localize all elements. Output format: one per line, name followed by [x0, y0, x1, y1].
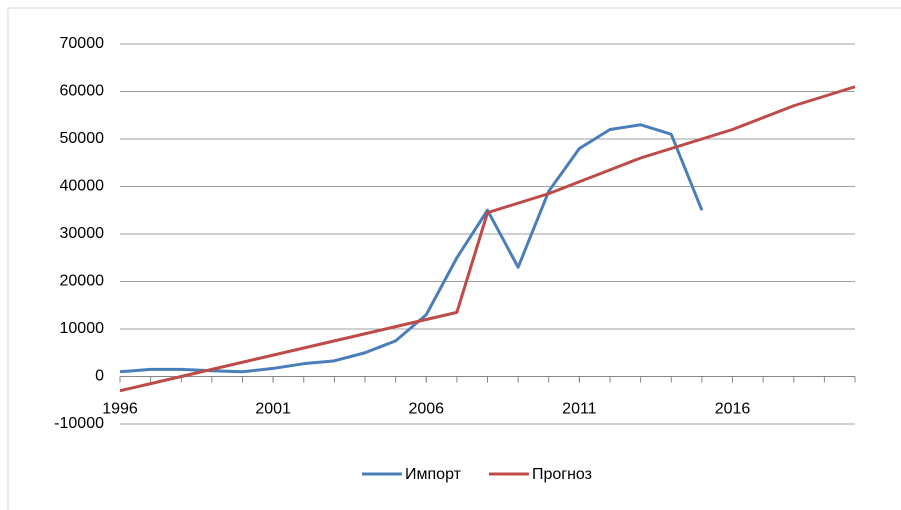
y-tick-label: 0	[95, 368, 104, 385]
y-tick-label: -10000	[54, 415, 104, 432]
chart-frame	[7, 7, 901, 510]
x-tick-label: 2011	[562, 401, 597, 418]
series-line	[119, 123, 704, 374]
x-tick-label: 2016	[715, 401, 751, 418]
y-tick-label: 30000	[60, 225, 105, 242]
y-tick-label: 70000	[60, 35, 105, 52]
y-tick-label: 10000	[60, 320, 105, 337]
x-tick-label: 1996	[102, 401, 138, 418]
y-tick-label: 60000	[60, 83, 105, 100]
series-line	[119, 85, 856, 393]
y-tick-label: 50000	[60, 130, 105, 147]
x-tick-label: 2006	[408, 401, 444, 418]
legend-label: Импорт	[405, 466, 462, 483]
y-tick-label: 20000	[60, 273, 105, 290]
legend-label: Прогноз	[532, 466, 592, 483]
y-tick-label: 40000	[60, 178, 105, 195]
x-tick-label: 2001	[255, 401, 291, 418]
